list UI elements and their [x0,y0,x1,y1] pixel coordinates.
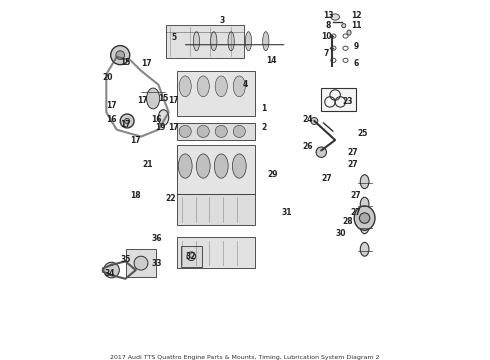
Ellipse shape [178,154,192,178]
Text: 27: 27 [347,148,358,157]
FancyBboxPatch shape [176,145,254,194]
Text: 30: 30 [335,229,345,238]
FancyBboxPatch shape [126,249,156,277]
Text: 9: 9 [353,42,359,51]
Ellipse shape [215,76,227,97]
Text: 2017 Audi TTS Quattro Engine Parts & Mounts, Timing, Lubrication System Diagram : 2017 Audi TTS Quattro Engine Parts & Mou… [110,355,380,360]
Text: 17: 17 [141,59,151,68]
FancyBboxPatch shape [176,71,254,116]
Ellipse shape [215,125,227,138]
Ellipse shape [194,32,199,51]
FancyBboxPatch shape [176,194,254,225]
Ellipse shape [134,256,148,270]
FancyBboxPatch shape [176,123,254,140]
Ellipse shape [116,51,124,59]
Ellipse shape [359,213,370,223]
Ellipse shape [211,32,217,51]
Text: 6: 6 [353,59,359,68]
Text: 16: 16 [106,115,117,124]
Ellipse shape [233,76,245,97]
Ellipse shape [104,262,120,278]
Text: 35: 35 [120,255,130,264]
Text: 17: 17 [130,136,141,145]
Ellipse shape [263,32,269,51]
Ellipse shape [214,154,228,178]
Text: 33: 33 [151,258,162,267]
Text: 29: 29 [268,170,278,179]
Ellipse shape [311,117,318,125]
Text: 4: 4 [243,80,247,89]
Ellipse shape [187,252,196,261]
FancyBboxPatch shape [181,246,202,267]
Text: 17: 17 [137,96,148,105]
Ellipse shape [197,76,209,97]
Text: 15: 15 [120,58,130,67]
Ellipse shape [232,154,246,178]
Text: 10: 10 [321,32,332,41]
Ellipse shape [197,125,209,138]
Text: 17: 17 [169,96,179,105]
Text: 18: 18 [130,191,141,200]
Ellipse shape [158,110,169,125]
Text: 23: 23 [342,98,352,107]
Text: 21: 21 [143,160,153,169]
FancyBboxPatch shape [321,88,356,111]
Ellipse shape [331,14,340,20]
Text: 28: 28 [342,217,353,226]
Text: 34: 34 [104,269,115,278]
Ellipse shape [147,88,160,109]
Text: 16: 16 [151,115,162,124]
Text: 8: 8 [325,21,331,30]
Text: 22: 22 [165,194,176,203]
Text: 7: 7 [324,49,329,58]
Text: 20: 20 [103,73,113,82]
Text: 14: 14 [266,56,276,65]
Text: 3: 3 [220,16,225,25]
Text: 27: 27 [351,191,361,200]
Ellipse shape [342,23,346,28]
Ellipse shape [179,125,191,138]
Text: 5: 5 [172,33,176,42]
Text: 15: 15 [158,94,169,103]
Text: 32: 32 [186,252,196,261]
Text: 1: 1 [262,104,267,113]
Text: 24: 24 [302,115,313,124]
Ellipse shape [120,114,134,128]
FancyBboxPatch shape [166,25,244,58]
Text: 26: 26 [302,143,313,152]
Text: 11: 11 [351,21,361,30]
Text: 17: 17 [169,123,179,132]
Ellipse shape [360,242,369,256]
Ellipse shape [179,76,191,97]
Text: 17: 17 [120,120,131,129]
Ellipse shape [347,30,351,35]
Ellipse shape [360,175,369,189]
Ellipse shape [111,46,130,65]
Ellipse shape [124,118,130,123]
Text: 12: 12 [351,11,361,20]
Text: 36: 36 [151,234,162,243]
Text: 27: 27 [351,208,361,217]
Text: 31: 31 [281,208,292,217]
Text: 2: 2 [262,123,267,132]
Ellipse shape [316,147,326,157]
Ellipse shape [360,220,369,234]
Ellipse shape [196,154,210,178]
Text: 19: 19 [155,123,165,132]
Text: 25: 25 [358,129,368,138]
FancyBboxPatch shape [176,237,254,268]
Ellipse shape [233,125,245,138]
Ellipse shape [360,197,369,211]
Text: 27: 27 [347,160,358,169]
Ellipse shape [354,206,375,230]
Text: 17: 17 [106,101,117,110]
Ellipse shape [228,32,234,51]
Text: 27: 27 [321,174,332,183]
Ellipse shape [245,32,251,51]
Text: 13: 13 [323,11,334,20]
